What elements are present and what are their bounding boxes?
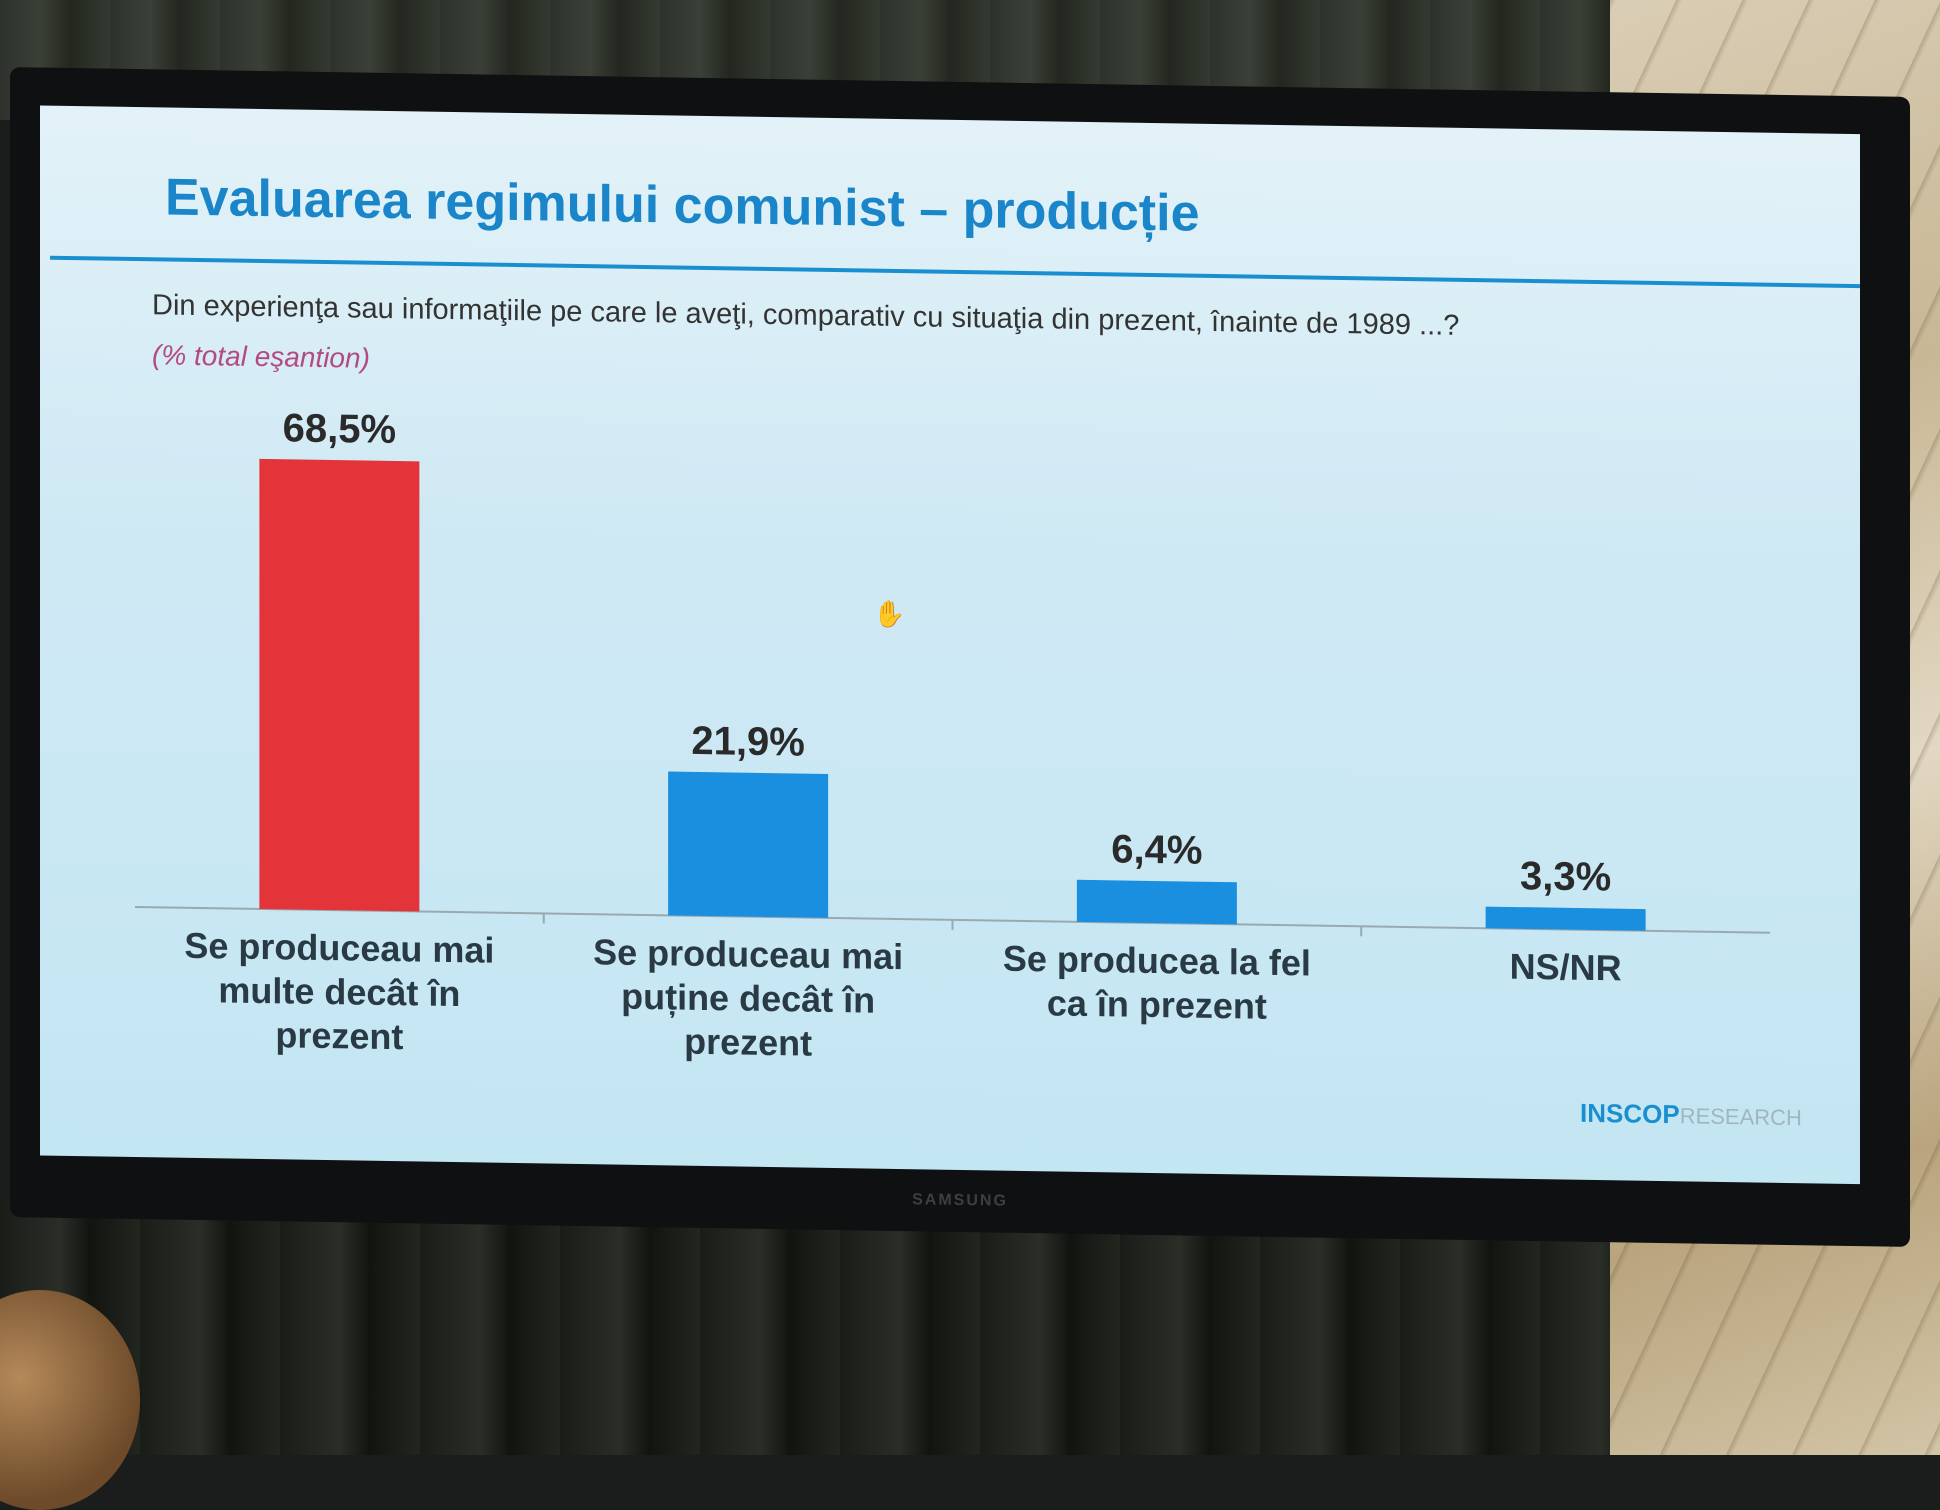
bar-value-label: 6,4%	[1111, 827, 1202, 872]
monitor-brand: SAMSUNG	[912, 1191, 1008, 1210]
category-label: Se produceau maimulte decât înprezent	[184, 925, 494, 1059]
monitor: Evaluarea regimului comunist – producție…	[10, 67, 1910, 1247]
bar	[668, 771, 829, 918]
category-label: Se producea la felca în prezent	[1003, 938, 1311, 1028]
logo-sub-text: RESEARCH	[1679, 1103, 1802, 1131]
category-label: Se produceau maipuține decât înprezent	[593, 931, 903, 1065]
bar-chart: 68,5% Se produceau maimulte decât înpreze…	[135, 406, 1770, 1065]
bar	[259, 458, 420, 912]
slide-screen: Evaluarea regimului comunist – producție…	[40, 105, 1860, 1185]
bar-value-label: 68,5%	[283, 406, 396, 452]
bar	[1485, 906, 1646, 931]
bar-value-label: 3,3%	[1520, 854, 1611, 899]
bar-value-label: 21,9%	[691, 719, 804, 765]
category-label: NS/NR	[1510, 946, 1622, 989]
inscop-logo: INSCOPRESEARCH	[1580, 1098, 1802, 1132]
bar	[1076, 879, 1237, 925]
logo-main-text: INSCOP	[1580, 1097, 1680, 1130]
